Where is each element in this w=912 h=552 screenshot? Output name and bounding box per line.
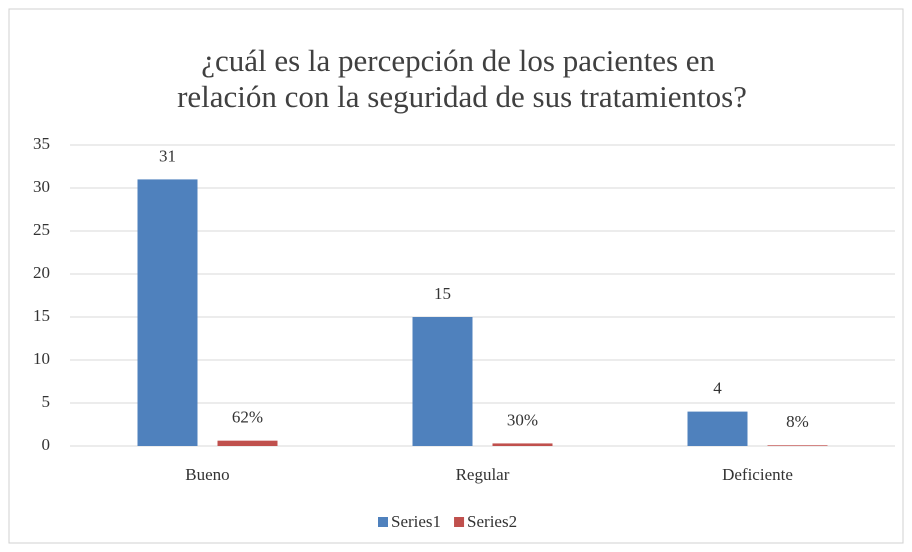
bar <box>412 317 473 446</box>
y-tick-label: 25 <box>33 220 50 239</box>
y-tick-label: 5 <box>42 392 51 411</box>
data-label: 62% <box>232 408 263 427</box>
title-line: ¿cuál es la percepción de los pacientes … <box>201 43 715 78</box>
x-tick-label: Deficiente <box>722 465 793 484</box>
legend-label: Series1 <box>391 512 441 531</box>
data-label: 15 <box>434 284 451 303</box>
data-label: 30% <box>507 410 538 429</box>
data-label: 8% <box>786 412 809 431</box>
y-tick-label: 10 <box>33 349 50 368</box>
y-tick-label: 15 <box>33 306 50 325</box>
data-label: 4 <box>713 379 722 398</box>
x-tick-label: Bueno <box>185 465 229 484</box>
bar <box>217 440 278 446</box>
bar <box>767 445 828 446</box>
chart-title: ¿cuál es la percepción de los pacientes … <box>177 43 747 114</box>
legend-label: Series2 <box>467 512 517 531</box>
bar <box>492 443 553 446</box>
legend-swatch <box>454 517 465 527</box>
bar <box>137 179 198 446</box>
data-label: 31 <box>159 146 176 165</box>
title-line: relación con la seguridad de sus tratami… <box>177 79 747 114</box>
y-tick-label: 30 <box>33 177 50 196</box>
bar <box>687 411 748 446</box>
y-tick-label: 20 <box>33 263 50 282</box>
x-tick-label: Regular <box>456 465 510 484</box>
y-tick-label: 35 <box>33 134 50 153</box>
y-tick-label: 0 <box>42 435 51 454</box>
legend-swatch <box>378 517 388 527</box>
